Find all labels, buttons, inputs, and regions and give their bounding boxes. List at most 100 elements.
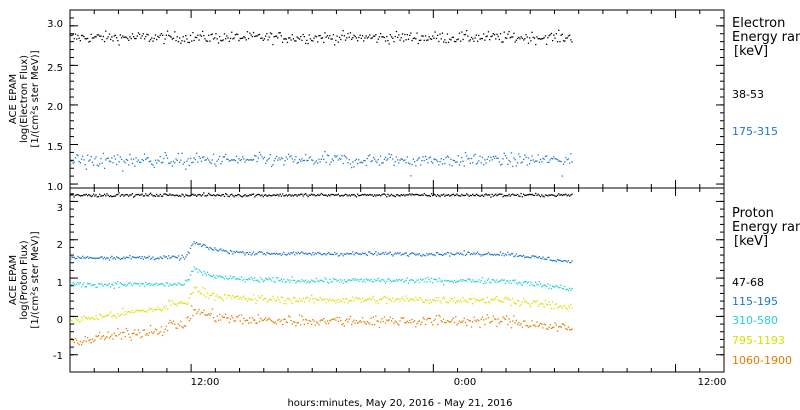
data-point: [306, 39, 308, 41]
data-point: [250, 276, 252, 278]
data-point: [118, 257, 120, 259]
data-point: [509, 321, 511, 323]
data-point: [315, 277, 318, 280]
data-point: [243, 295, 245, 297]
data-point: [295, 40, 297, 42]
data-point: [450, 321, 452, 323]
data-point: [229, 159, 232, 162]
data-point: [369, 154, 371, 156]
data-point: [394, 299, 396, 301]
data-point: [569, 261, 571, 264]
data-point: [381, 162, 383, 164]
data-point: [283, 278, 285, 281]
data-point: [91, 257, 94, 259]
data-point: [407, 162, 410, 164]
data-point: [401, 296, 404, 298]
data-point: [113, 35, 115, 37]
proton-legend-subtitle: Energy ran: [732, 220, 800, 235]
data-point: [509, 254, 511, 256]
data-point: [95, 36, 97, 38]
data-point: [530, 159, 532, 162]
data-point: [136, 194, 138, 196]
data-point: [392, 280, 394, 282]
data-point: [409, 279, 411, 282]
data-point: [274, 157, 276, 160]
data-point: [433, 253, 435, 256]
data-point: [451, 36, 453, 39]
data-point: [480, 299, 482, 301]
data-point: [386, 302, 388, 304]
data-point: [217, 42, 220, 44]
data-point: [320, 253, 322, 256]
data-point: [95, 315, 97, 317]
data-point: [277, 159, 279, 161]
data-point: [507, 297, 509, 299]
data-point: [130, 339, 132, 341]
data-point: [306, 296, 308, 298]
data-point: [206, 194, 209, 196]
data-point: [298, 297, 301, 300]
data-point: [555, 303, 557, 305]
xtick-label: 0:00: [454, 377, 476, 388]
data-point: [423, 160, 425, 162]
data-point: [85, 317, 87, 319]
data-point: [232, 253, 234, 255]
data-point: [255, 322, 257, 324]
data-point: [360, 194, 362, 196]
data-point: [543, 196, 545, 198]
data-point: [172, 194, 175, 196]
data-point: [215, 321, 217, 323]
data-point: [141, 310, 143, 312]
data-point: [530, 325, 532, 328]
data-point: [283, 318, 285, 321]
data-point: [292, 251, 295, 253]
data-point: [443, 296, 445, 298]
data-point: [538, 161, 540, 163]
data-point: [149, 192, 152, 194]
data-point: [498, 280, 500, 282]
data-point: [273, 252, 275, 254]
data-point: [133, 196, 135, 198]
data-point: [338, 195, 341, 197]
data-point: [457, 194, 459, 197]
data-point: [306, 253, 308, 255]
data-point: [543, 258, 545, 260]
data-point: [467, 158, 469, 160]
data-point: [278, 253, 280, 255]
data-point: [70, 284, 72, 286]
data-point: [566, 37, 568, 39]
data-point: [306, 319, 308, 321]
data-point: [389, 194, 391, 197]
data-point: [242, 323, 244, 325]
data-point: [492, 33, 494, 35]
data-point: [154, 328, 157, 330]
data-point: [197, 271, 199, 273]
data-point: [529, 304, 531, 306]
data-point: [446, 319, 448, 322]
data-point: [153, 166, 155, 169]
data-point: [215, 295, 217, 298]
data-point: [258, 251, 261, 253]
data-point: [77, 319, 79, 321]
data-point: [450, 297, 452, 300]
data-point: [457, 280, 459, 283]
data-point: [303, 323, 305, 326]
data-point: [548, 194, 550, 196]
data-point: [130, 37, 132, 40]
data-point: [180, 159, 182, 161]
data-point: [464, 33, 467, 36]
data-point: [180, 257, 182, 260]
data-point: [311, 294, 313, 296]
data-point: [334, 44, 336, 46]
data-point: [324, 253, 326, 255]
data-point: [238, 193, 240, 196]
data-point: [377, 277, 379, 280]
data-point: [288, 252, 290, 254]
data-point: [556, 194, 559, 196]
data-point: [359, 34, 361, 36]
data-point: [194, 242, 196, 245]
data-point: [430, 277, 433, 279]
data-point: [80, 158, 83, 160]
data-point: [439, 160, 441, 163]
data-point: [110, 336, 112, 338]
